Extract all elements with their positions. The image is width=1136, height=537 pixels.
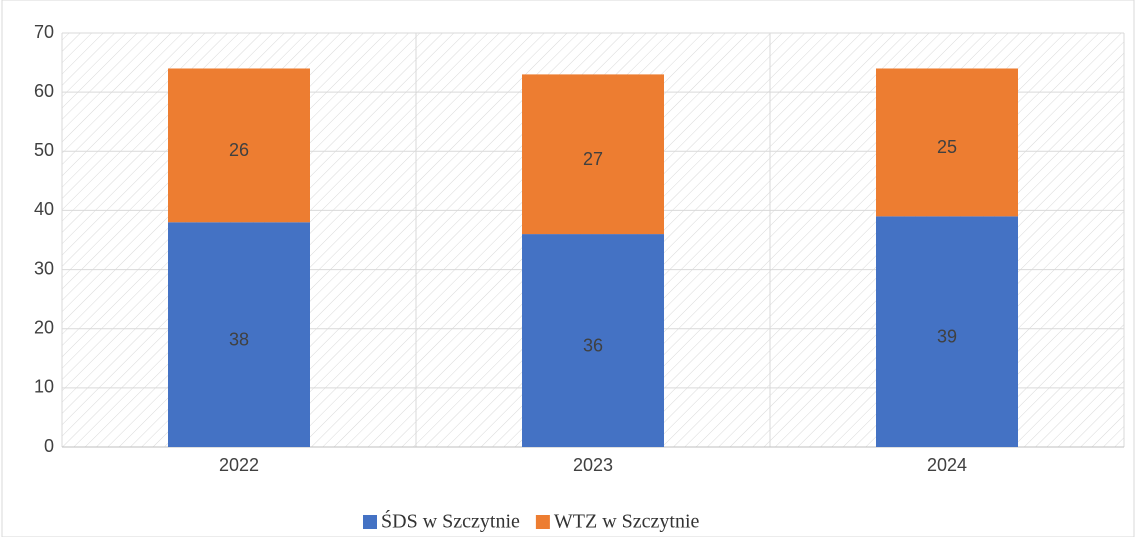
- x-tick-label: 2023: [573, 455, 613, 475]
- bar-segment: [876, 68, 1018, 217]
- x-tick-label: 2024: [927, 455, 967, 475]
- y-tick-label: 10: [34, 377, 54, 397]
- y-tick-label: 60: [34, 81, 54, 101]
- x-tick-label: 2022: [219, 455, 259, 475]
- y-tick-label: 20: [34, 317, 54, 337]
- legend-swatch: [363, 515, 377, 529]
- y-tick-label: 30: [34, 258, 54, 278]
- data-label: 36: [583, 335, 603, 355]
- legend-label: WTZ w Szczytnie: [554, 511, 700, 533]
- y-tick-label: 50: [34, 140, 54, 160]
- y-tick-label: 0: [44, 436, 54, 456]
- bar-segment: [876, 216, 1018, 447]
- bar-segment: [168, 68, 310, 223]
- data-label: 38: [229, 329, 249, 349]
- data-label: 39: [937, 326, 957, 346]
- data-label: 26: [229, 140, 249, 160]
- data-label: 25: [937, 137, 957, 157]
- y-tick-label: 70: [34, 22, 54, 42]
- legend-swatch: [535, 515, 550, 529]
- legend-label: ŚDS w Szczytnie: [381, 509, 520, 533]
- bar-segment: [522, 74, 664, 235]
- y-tick-label: 40: [34, 199, 54, 219]
- bar-segment: [522, 234, 664, 447]
- bar-segment: [168, 222, 310, 447]
- data-label: 27: [583, 149, 603, 169]
